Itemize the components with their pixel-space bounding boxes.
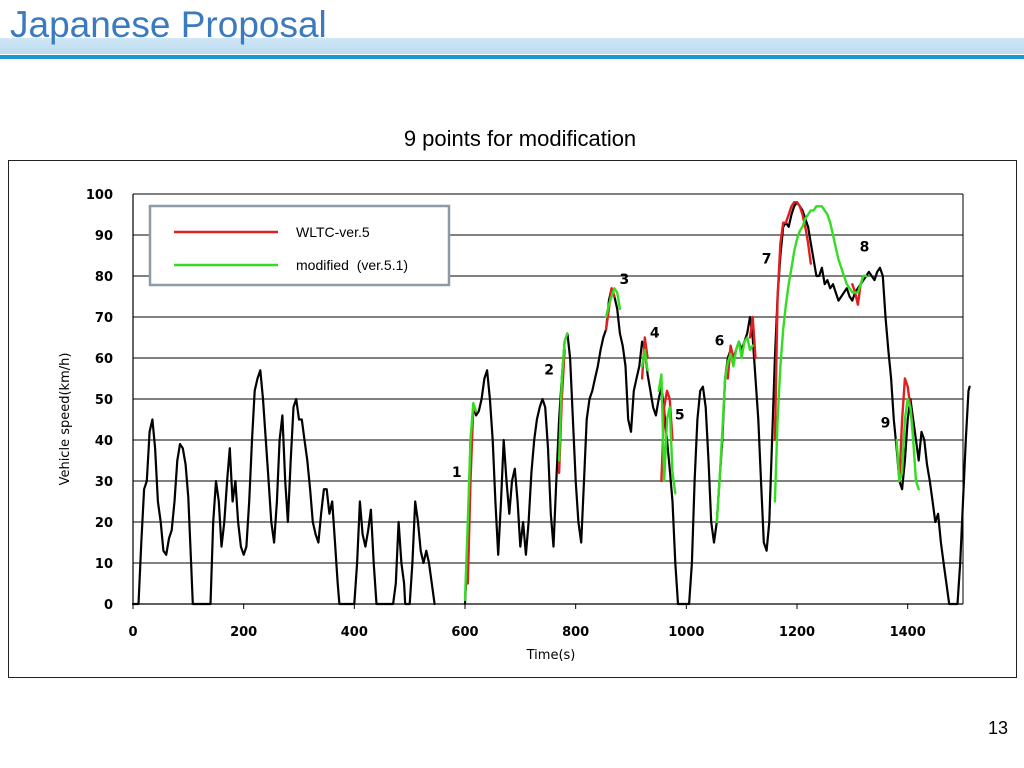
chart-frame: 0 10 20 30 40 50 60 70 80 90 100 0 200 400 600 800 1000 1… bbox=[8, 160, 1017, 678]
x-tick-label: 600 bbox=[451, 625, 478, 640]
point-label: 8 bbox=[860, 239, 870, 255]
point-label: 1 bbox=[452, 465, 462, 481]
point-label: 2 bbox=[544, 362, 554, 378]
slide-title: Japanese Proposal bbox=[10, 4, 327, 45]
series-line-3-segment-4 bbox=[657, 373, 677, 495]
point-label: 5 bbox=[675, 408, 685, 424]
y-tick-label: 70 bbox=[95, 311, 113, 326]
series-line-0 bbox=[131, 369, 436, 606]
x-tick-label: 800 bbox=[562, 625, 589, 640]
y-tick-label: 60 bbox=[95, 352, 113, 367]
series-line-2-segment-6 bbox=[748, 315, 757, 360]
point-label: 9 bbox=[881, 416, 891, 432]
chart-title: 9 points for modification bbox=[403, 126, 637, 151]
y-tick-label: 20 bbox=[95, 516, 113, 531]
y-tick-label: 90 bbox=[95, 229, 113, 244]
series-line-3-segment-1 bbox=[557, 332, 569, 462]
y-tick-label: 50 bbox=[95, 393, 113, 408]
y-tick-label: 30 bbox=[95, 475, 113, 490]
y-tick-label: 80 bbox=[95, 270, 113, 285]
series-line-3-segment-5 bbox=[715, 336, 754, 524]
y-tick-label: 40 bbox=[95, 434, 113, 449]
series-line-1 bbox=[463, 201, 971, 606]
point-label: 3 bbox=[619, 272, 629, 288]
series-line-3-segment-6 bbox=[773, 205, 868, 503]
x-tick-label: 1000 bbox=[668, 625, 704, 640]
x-tick-label: 0 bbox=[128, 625, 137, 640]
series-line-3-segment-2 bbox=[604, 287, 622, 319]
legend-label: WLTC-ver.5 bbox=[296, 224, 370, 240]
title-underline bbox=[0, 55, 1024, 59]
page-number: 13 bbox=[987, 718, 1008, 738]
series-line-3-segment-3 bbox=[640, 348, 649, 372]
point-label: 7 bbox=[762, 252, 772, 268]
series-line-2-segment-5 bbox=[726, 344, 735, 380]
title-band bbox=[0, 38, 1024, 54]
series-line-3-segment-7 bbox=[895, 397, 920, 491]
x-tick-label: 1400 bbox=[890, 625, 926, 640]
x-tick-label: 200 bbox=[230, 625, 257, 640]
x-tick-label: 1200 bbox=[779, 625, 815, 640]
legend-label: modified (ver.5.1) bbox=[296, 257, 408, 273]
y-tick-label: 10 bbox=[95, 557, 113, 572]
y-tick-label: 0 bbox=[104, 598, 113, 613]
legend-box bbox=[148, 204, 451, 287]
point-label: 4 bbox=[650, 326, 660, 342]
point-label: 6 bbox=[715, 334, 725, 350]
series-line-2-segment-7 bbox=[773, 201, 812, 442]
x-tick-label: 400 bbox=[341, 625, 368, 640]
y-axis-label: Vehicle speed(km/h) bbox=[58, 353, 73, 486]
series-line-3-segment-0 bbox=[463, 401, 478, 602]
x-axis-label: Time(s) bbox=[526, 648, 576, 663]
y-tick-label: 100 bbox=[86, 188, 113, 203]
